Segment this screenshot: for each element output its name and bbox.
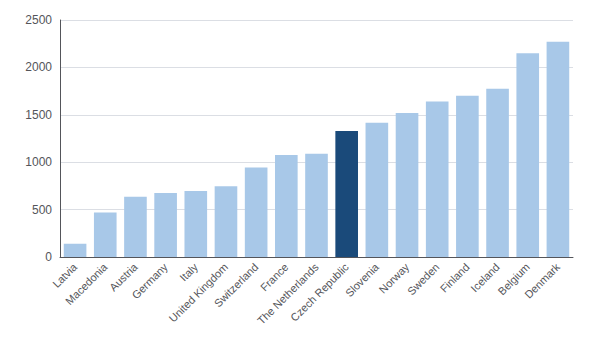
- svg-text:Switzerland: Switzerland: [212, 261, 261, 310]
- svg-text:Germany: Germany: [129, 260, 170, 301]
- svg-text:1500: 1500: [25, 108, 52, 122]
- svg-text:Sweden: Sweden: [405, 261, 442, 298]
- svg-text:0: 0: [45, 250, 52, 264]
- svg-text:Macedonia: Macedonia: [63, 260, 110, 307]
- svg-text:2500: 2500: [25, 13, 52, 27]
- svg-text:Belgium: Belgium: [495, 260, 532, 298]
- svg-text:Finland: Finland: [438, 261, 472, 295]
- svg-text:Denmark: Denmark: [522, 260, 562, 300]
- svg-text:Austria: Austria: [107, 260, 140, 294]
- svg-text:France: France: [257, 260, 291, 294]
- svg-text:Czech Republic: Czech Republic: [288, 260, 351, 323]
- svg-text:The Netherlands: The Netherlands: [254, 260, 321, 327]
- svg-text:United Kingdom: United Kingdom: [166, 260, 231, 325]
- svg-text:500: 500: [32, 203, 52, 217]
- svg-text:Latvia: Latvia: [50, 260, 80, 290]
- svg-text:2000: 2000: [25, 60, 52, 74]
- svg-text:1000: 1000: [25, 155, 52, 169]
- svg-text:Iceland: Iceland: [468, 260, 502, 295]
- svg-text:Slovenia: Slovenia: [343, 260, 382, 299]
- svg-text:Italy: Italy: [177, 260, 200, 283]
- svg-text:Norway: Norway: [376, 260, 412, 296]
